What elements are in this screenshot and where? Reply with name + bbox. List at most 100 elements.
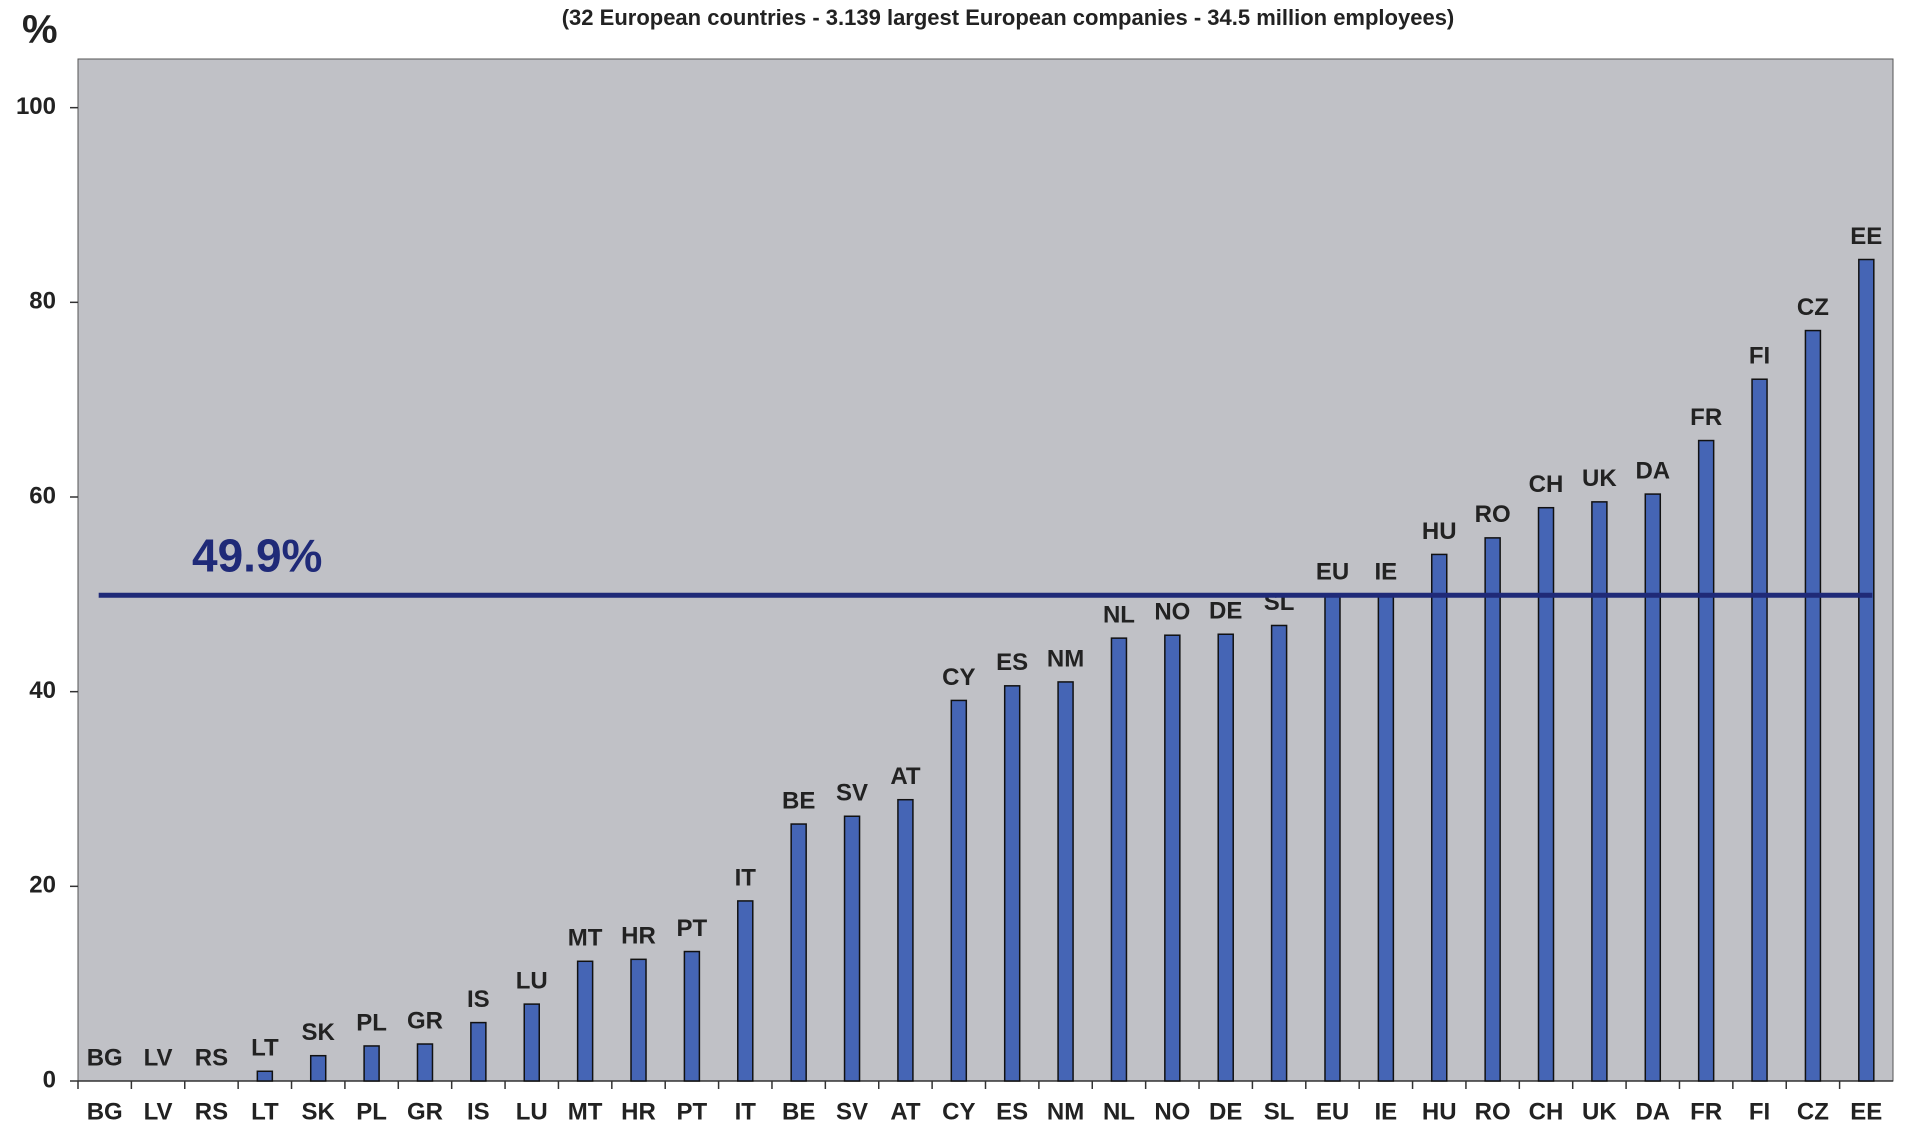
data-label: EU [1316, 559, 1349, 586]
data-label: DA [1635, 457, 1670, 484]
bar [1217, 633, 1234, 1082]
y-tick-label: 40 [29, 677, 56, 704]
bar [309, 1054, 327, 1082]
bar [950, 699, 968, 1082]
bar [1697, 439, 1715, 1082]
x-tick-label: DE [1209, 1098, 1242, 1123]
x-tick-label: IT [735, 1098, 757, 1123]
data-label: LV [144, 1044, 173, 1071]
reference-label: 49.9% [192, 529, 322, 581]
bar [843, 815, 861, 1082]
plot-area [77, 58, 1894, 1082]
x-tick-label: LV [144, 1098, 173, 1123]
bar [737, 900, 754, 1082]
bar [1591, 501, 1608, 1082]
data-label: BG [87, 1044, 123, 1071]
y-tick-label: 0 [43, 1066, 56, 1093]
data-label: MT [568, 925, 603, 952]
bar [790, 823, 807, 1082]
x-tick-label: EU [1316, 1098, 1349, 1123]
bar [1324, 594, 1341, 1082]
x-tick-label: SV [836, 1098, 868, 1123]
bar [1270, 624, 1288, 1082]
x-tick-label: AT [890, 1098, 921, 1123]
x-tick-label: IS [467, 1098, 490, 1123]
bar [523, 1003, 540, 1082]
data-label: NO [1154, 599, 1190, 626]
data-label: NM [1047, 645, 1084, 672]
x-tick-label: CH [1529, 1098, 1564, 1123]
bar [363, 1045, 380, 1082]
data-label: LT [251, 1035, 279, 1062]
bar [1644, 493, 1662, 1082]
x-tick-label: LT [251, 1098, 279, 1123]
data-label: IT [735, 864, 757, 891]
data-label: EE [1850, 223, 1882, 250]
data-label: HU [1422, 518, 1457, 545]
data-label: PL [356, 1009, 387, 1036]
data-label: RS [195, 1044, 228, 1071]
bar [630, 958, 647, 1082]
data-label: LU [516, 967, 548, 994]
x-tick-label: FI [1749, 1098, 1770, 1123]
x-tick-label: RO [1475, 1098, 1511, 1123]
y-axis-label: % [22, 8, 58, 52]
data-label: SK [302, 1019, 336, 1046]
bar [1537, 506, 1555, 1082]
data-label: IE [1375, 559, 1398, 586]
x-tick-label: NO [1154, 1098, 1190, 1123]
x-tick-label: PT [677, 1098, 708, 1123]
x-tick-label: NM [1047, 1098, 1084, 1123]
x-tick-label: CY [942, 1098, 975, 1123]
data-label: DE [1209, 598, 1242, 625]
x-tick-label: BG [87, 1098, 123, 1123]
bar [576, 960, 594, 1082]
x-tick-label: FR [1690, 1098, 1722, 1123]
bar [897, 798, 914, 1082]
chart-subtitle: (32 European countries - 3.139 largest E… [562, 5, 1455, 30]
x-tick-label: CZ [1797, 1098, 1829, 1123]
x-tick-label: HU [1422, 1098, 1457, 1123]
bar [1377, 594, 1395, 1082]
data-label: ES [996, 649, 1028, 676]
bar [1484, 537, 1501, 1082]
bar [1057, 681, 1074, 1082]
bar [1003, 685, 1021, 1082]
bar [1858, 258, 1875, 1082]
data-label: BE [782, 787, 815, 814]
x-tick-label: UK [1582, 1098, 1617, 1123]
data-label: HR [621, 923, 656, 950]
data-label: FI [1749, 343, 1770, 370]
y-tick-label: 60 [29, 482, 56, 509]
bar [683, 950, 701, 1082]
x-tick-label: PL [356, 1098, 387, 1123]
data-label: GR [407, 1007, 443, 1034]
x-tick-label: MT [568, 1098, 603, 1123]
data-label: CY [942, 664, 975, 691]
x-tick-label: IE [1375, 1098, 1398, 1123]
bar [1164, 634, 1181, 1082]
y-tick-label: 100 [16, 93, 56, 120]
data-label: RO [1475, 501, 1511, 528]
x-tick-label: HR [621, 1098, 656, 1123]
bar [470, 1021, 487, 1082]
data-label: UK [1582, 465, 1617, 492]
data-label: SV [836, 780, 868, 807]
bar [1431, 553, 1448, 1082]
x-tick-label: DA [1635, 1098, 1670, 1123]
bar [1804, 329, 1822, 1082]
x-tick-label: NL [1103, 1098, 1135, 1123]
bar [1110, 637, 1128, 1082]
x-tick-label: EE [1850, 1098, 1882, 1123]
x-tick-label: LU [516, 1098, 548, 1123]
x-tick-label: SK [302, 1098, 336, 1123]
data-label: NL [1103, 601, 1135, 628]
y-tick-label: 20 [29, 872, 56, 899]
x-tick-label: BE [782, 1098, 815, 1123]
x-tick-label: SL [1264, 1098, 1295, 1123]
y-tick-label: 80 [29, 288, 56, 315]
data-label: CH [1529, 471, 1564, 498]
data-label: AT [890, 763, 921, 790]
data-label: CZ [1797, 294, 1829, 321]
